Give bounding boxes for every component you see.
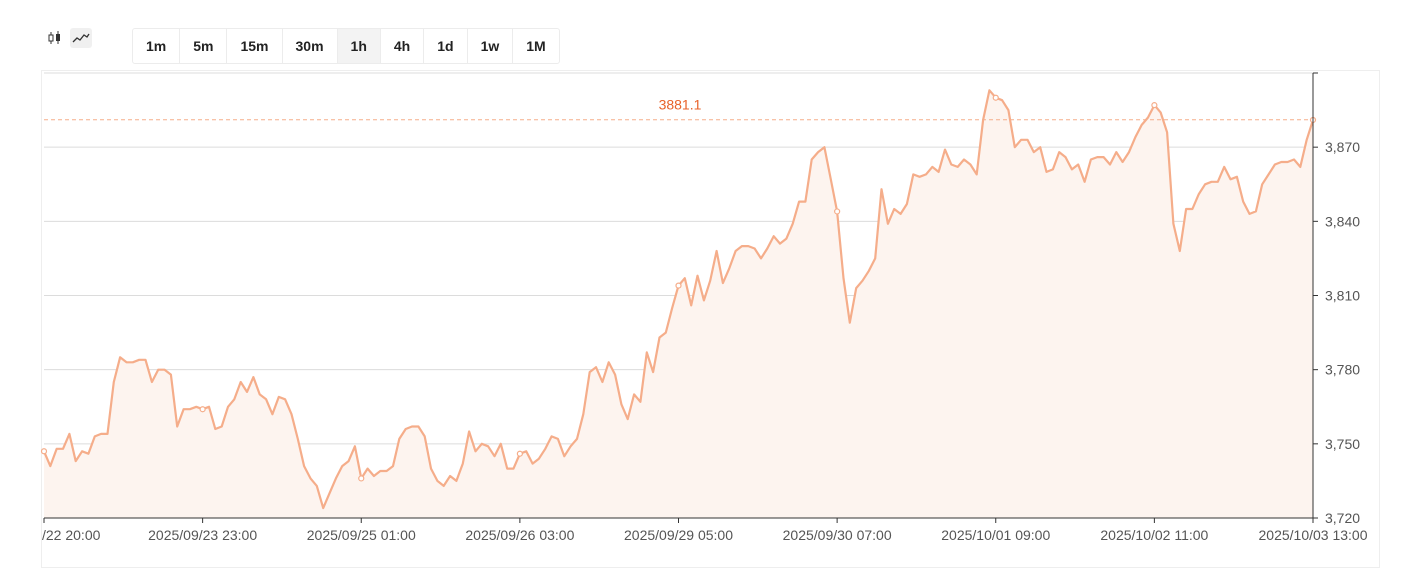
timeframe-button-1w[interactable]: 1w bbox=[468, 29, 514, 63]
point-marker bbox=[40, 448, 48, 455]
point-marker bbox=[358, 475, 365, 482]
point-marker bbox=[992, 94, 999, 101]
x-tick-label: 2025/09/30 07:00 bbox=[783, 527, 892, 543]
chart-frame bbox=[41, 70, 1380, 568]
y-tick-label: 3,720 bbox=[1325, 510, 1360, 526]
y-tick-label: 3,840 bbox=[1325, 213, 1360, 229]
point-marker bbox=[516, 450, 523, 457]
point-marker bbox=[834, 208, 841, 215]
timeframe-button-1h[interactable]: 1h bbox=[337, 29, 381, 63]
reference-line-group: 3881.1 bbox=[44, 97, 1313, 121]
y-tick-label: 3,750 bbox=[1325, 436, 1360, 452]
x-tick-label: 2025/10/03 13:00 bbox=[1259, 527, 1368, 543]
y-axis-ticks: 3,720 3,750 3,780 3,810 3,840 3,870 bbox=[1313, 72, 1360, 526]
x-tick-label: 2025/09/23 23:00 bbox=[148, 527, 257, 543]
timeframe-button-1m[interactable]: 1m bbox=[133, 29, 181, 63]
timeframe-button-4h[interactable]: 4h bbox=[381, 29, 425, 63]
x-tick-label: 2025/09/25 01:00 bbox=[307, 527, 416, 543]
timeframe-button-1M[interactable]: 1M bbox=[526, 38, 546, 54]
candlestick-chart-button[interactable] bbox=[44, 28, 66, 48]
price-area-fill bbox=[44, 90, 1313, 519]
x-tick-label: 2025/09/29 05:00 bbox=[624, 527, 733, 543]
point-marker bbox=[1151, 102, 1158, 109]
timeframe-button-30m[interactable]: 30m bbox=[283, 29, 338, 63]
chart-type-switch bbox=[44, 28, 92, 48]
x-tick-label: 2025/09/26 03:00 bbox=[465, 527, 574, 543]
timeframe-button-1d[interactable]: 1d bbox=[424, 29, 468, 63]
reference-price-label: 3881.1 bbox=[659, 97, 702, 113]
y-tick-label: 3,810 bbox=[1325, 288, 1360, 304]
y-tick-label: 3,870 bbox=[1325, 139, 1360, 155]
line-chart-icon bbox=[72, 33, 90, 43]
point-marker bbox=[675, 282, 682, 289]
point-marker bbox=[199, 406, 206, 413]
x-axis-ticks: /22 20:00 2025/09/23 23:00 2025/09/25 01:0… bbox=[42, 518, 1368, 543]
x-tick-label: /22 20:00 bbox=[42, 527, 101, 543]
candlestick-icon bbox=[48, 31, 60, 44]
timeframe-button-5m[interactable]: 5m bbox=[180, 29, 228, 63]
y-tick-label: 3,780 bbox=[1325, 362, 1360, 378]
x-tick-label: 2025/10/01 09:00 bbox=[941, 527, 1050, 543]
timeframe-button-15m[interactable]: 15m bbox=[227, 29, 283, 63]
line-chart-button[interactable] bbox=[70, 28, 92, 48]
timeframe-selector: 1m 5m 15m 30m 1h 4h 1d 1w 1M bbox=[132, 28, 560, 64]
x-tick-label: 2025/10/02 11:00 bbox=[1100, 527, 1208, 543]
